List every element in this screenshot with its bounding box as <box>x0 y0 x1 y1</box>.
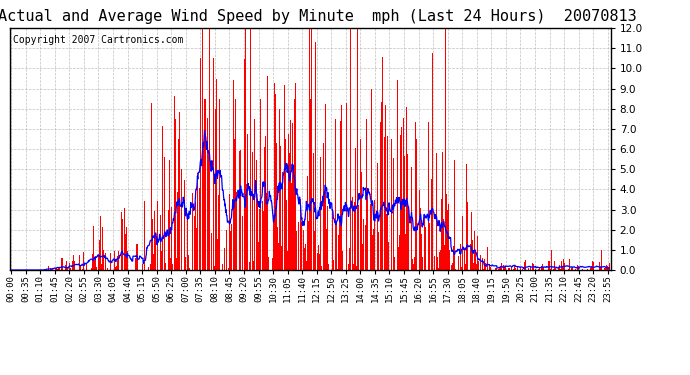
Text: Copyright 2007 Cartronics.com: Copyright 2007 Cartronics.com <box>13 35 184 45</box>
Text: Actual and Average Wind Speed by Minute  mph (Last 24 Hours)  20070813: Actual and Average Wind Speed by Minute … <box>0 9 637 24</box>
